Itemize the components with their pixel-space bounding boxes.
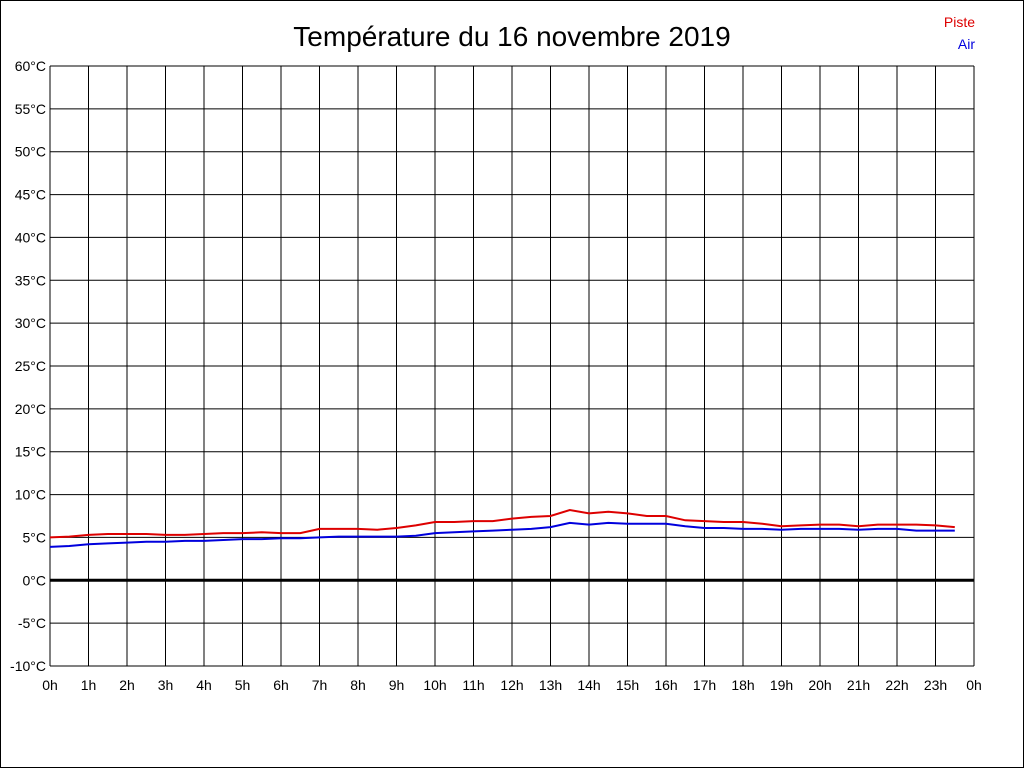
x-tick-label: 22h bbox=[885, 677, 908, 693]
x-tick-label: 5h bbox=[235, 677, 251, 693]
y-tick-label: 0°C bbox=[23, 572, 47, 588]
y-tick-label: 10°C bbox=[15, 487, 46, 503]
y-tick-label: -5°C bbox=[18, 615, 46, 631]
x-tick-label: 12h bbox=[500, 677, 523, 693]
x-tick-label: 14h bbox=[577, 677, 600, 693]
legend-entry-air: Air bbox=[958, 36, 975, 52]
x-tick-label: 6h bbox=[273, 677, 289, 693]
series-line-piste bbox=[49, 508, 955, 539]
x-tick-label: 10h bbox=[423, 677, 446, 693]
y-tick-label: 30°C bbox=[15, 315, 46, 331]
x-tick-label: 15h bbox=[616, 677, 639, 693]
y-tick-label: 25°C bbox=[15, 358, 46, 374]
y-tick-label: 5°C bbox=[23, 529, 47, 545]
y-tick-label: 55°C bbox=[15, 101, 46, 117]
y-tick-label: 40°C bbox=[15, 229, 46, 245]
series-line-air bbox=[49, 521, 955, 548]
x-tick-label: 23h bbox=[924, 677, 947, 693]
x-tick-label: 19h bbox=[770, 677, 793, 693]
series-group bbox=[49, 508, 955, 548]
y-tick-label: 15°C bbox=[15, 444, 46, 460]
x-tick-label: 11h bbox=[462, 677, 484, 693]
x-tick-label: 20h bbox=[808, 677, 831, 693]
axis-labels: 0h 1h 2h 3h 4h 5h 6h 7h 8h 9h 10h 11h 12h 13h 14h 15h 16… bbox=[10, 58, 982, 693]
x-tick-label: 3h bbox=[158, 677, 174, 693]
chart-title: Température du 16 novembre 2019 bbox=[293, 21, 730, 52]
x-tick-label: 13h bbox=[539, 677, 562, 693]
legend: Piste Air bbox=[944, 14, 975, 52]
y-tick-label: -10°C bbox=[10, 658, 46, 674]
y-tick-label: 35°C bbox=[15, 272, 46, 288]
y-tick-label: 20°C bbox=[15, 401, 46, 417]
x-tick-label: 21h bbox=[847, 677, 870, 693]
x-tick-label: 18h bbox=[731, 677, 754, 693]
y-tick-label: 60°C bbox=[15, 58, 46, 74]
x-tick-label: 2h bbox=[119, 677, 135, 693]
x-tick-label: 7h bbox=[312, 677, 328, 693]
x-tick-label: 0h bbox=[966, 677, 982, 693]
y-tick-label: 50°C bbox=[15, 144, 46, 160]
chart-grid bbox=[49, 65, 975, 667]
x-tick-label: 1h bbox=[81, 677, 97, 693]
legend-entry-piste: Piste bbox=[944, 14, 975, 30]
x-tick-label: 17h bbox=[693, 677, 716, 693]
x-tick-label: 8h bbox=[350, 677, 366, 693]
y-tick-label: 45°C bbox=[15, 187, 46, 203]
x-tick-label: 0h bbox=[42, 677, 58, 693]
x-tick-label: 16h bbox=[654, 677, 677, 693]
x-tick-label: 9h bbox=[389, 677, 405, 693]
x-tick-label: 4h bbox=[196, 677, 212, 693]
